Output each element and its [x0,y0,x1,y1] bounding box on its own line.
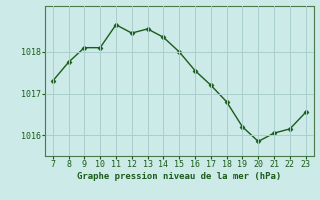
X-axis label: Graphe pression niveau de la mer (hPa): Graphe pression niveau de la mer (hPa) [77,172,281,181]
